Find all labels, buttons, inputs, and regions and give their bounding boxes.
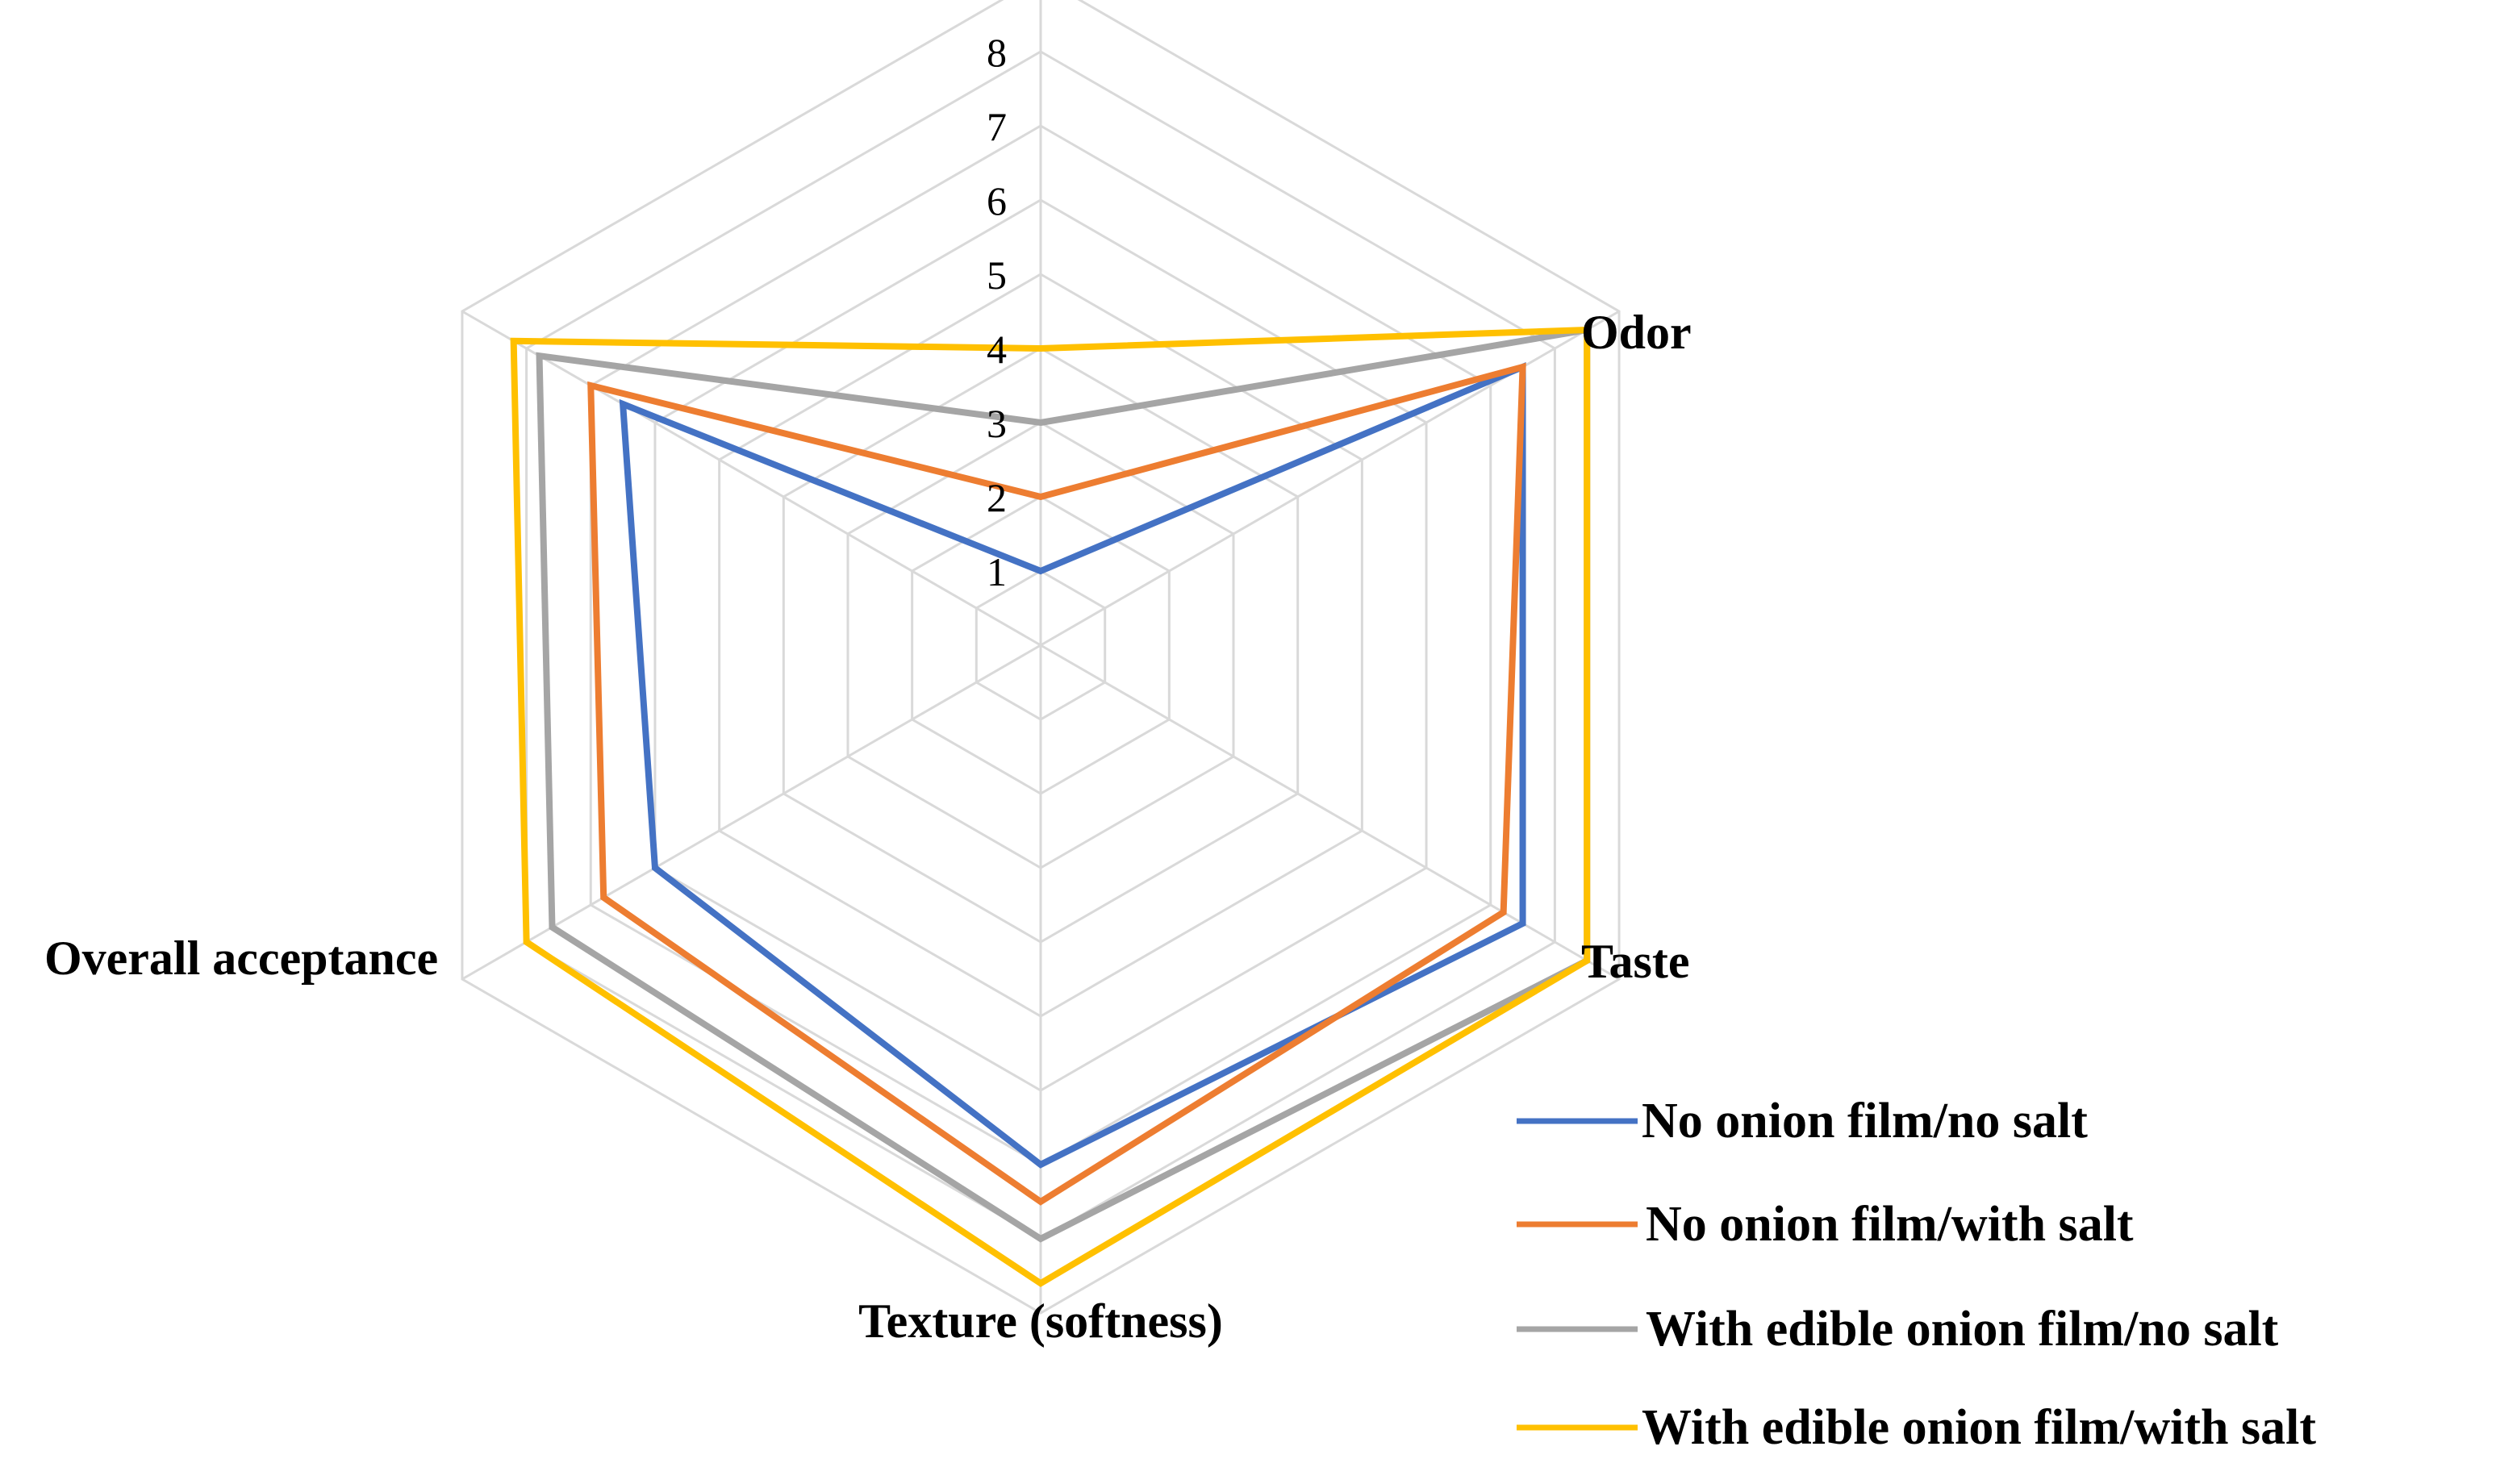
tick-label-6: 6: [987, 178, 1007, 223]
tick-label-5: 5: [987, 252, 1007, 298]
legend-label-series-3: With edible onion film/no salt: [1646, 1302, 2279, 1357]
radial-tick-labels: 1 2 3 4 5 6 7 8 9: [987, 0, 1007, 594]
axis-label-appearance: Odor: [1581, 306, 1692, 359]
tick-label-1: 1: [987, 549, 1007, 594]
tick-label-4: 4: [987, 327, 1007, 372]
legend-label-series-1: No onion film/no salt: [1642, 1094, 2088, 1148]
grid-spoke-2: [1040, 644, 1620, 981]
tick-label-3: 3: [987, 401, 1007, 446]
tick-label-2: 2: [987, 475, 1007, 520]
tick-label-7: 7: [987, 104, 1007, 149]
axis-label-taste: Texture (softness): [858, 1294, 1223, 1348]
grid-spoke-4: [461, 644, 1041, 981]
legend-label-series-4: With edible onion film/with salt: [1642, 1400, 2316, 1455]
series-line-4: [510, 326, 1591, 1287]
grid-spoke-1: [1040, 310, 1620, 647]
radar-series: [510, 326, 1591, 1287]
legend: No onion film/no salt No onion film/with…: [1517, 1094, 2316, 1455]
radar-grid: [461, 0, 1621, 1315]
axis-label-odor: Taste: [1581, 935, 1689, 988]
tick-label-9: 9: [987, 0, 1007, 1]
grid-spoke-5: [461, 310, 1041, 647]
tick-label-8: 8: [987, 30, 1007, 75]
axis-label-texture: Overall acceptance: [44, 932, 438, 985]
legend-label-series-2: No onion film/with salt: [1646, 1197, 2134, 1252]
series-line-3: [536, 326, 1591, 1243]
series-line-2: [587, 362, 1526, 1206]
